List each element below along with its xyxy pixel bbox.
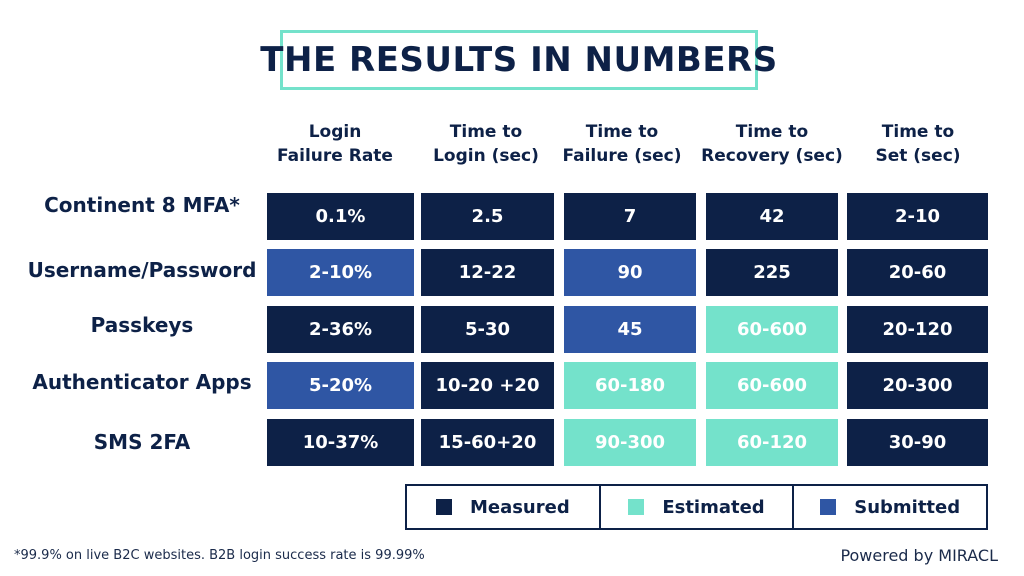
legend-swatch [820,499,837,515]
table-cell: 90 [564,249,696,296]
row-label: Authenticator Apps [32,370,252,394]
title-box: THE RESULTS IN NUMBERS [260,30,777,90]
table-cell: 60-600 [706,362,838,409]
table-cell: 2-36% [267,306,414,353]
column-header: Time to Login (sec) [433,122,539,166]
legend-item-submitted: Submitted [792,486,986,528]
table-cell: 0.1% [267,193,414,240]
table-cell: 10-37% [267,419,414,466]
legend: Measured Estimated Submitted [405,484,988,530]
legend-label: Measured [469,496,570,518]
table-cell: 5-20% [267,362,414,409]
table-cell: 2-10 [847,193,988,240]
column-header: Time to Failure (sec) [562,122,682,166]
footnote: *99.9% on live B2C websites. B2B login s… [14,548,425,563]
column-header: Time to Set (sec) [875,122,961,166]
table-cell: 20-60 [847,249,988,296]
legend-label: Submitted [854,496,961,518]
legend-item-measured: Measured [407,486,599,528]
table-cell: 30-90 [847,419,988,466]
table-cell: 20-300 [847,362,988,409]
table-cell: 225 [706,249,838,296]
legend-item-estimated: Estimated [598,486,793,528]
table-cell: 60-600 [706,306,838,353]
table-cell: 45 [564,306,696,353]
table-cell: 20-120 [847,306,988,353]
table-cell: 12-22 [421,249,554,296]
row-label: Passkeys [90,313,194,337]
table-cell: 5-30 [421,306,554,353]
table-cell: 7 [564,193,696,240]
table-cell: 60-180 [564,362,696,409]
table-cell: 10-20 +20 [421,362,554,409]
page-title: THE RESULTS IN NUMBERS [260,40,778,80]
legend-swatch [628,499,645,515]
column-header: Login Failure Rate [277,122,393,166]
powered-by: Powered by MIRACL [840,546,998,565]
table-cell: 42 [706,193,838,240]
table-cell: 2-10% [267,249,414,296]
row-label: Username/Password [27,258,257,282]
legend-label: Estimated [662,496,765,518]
column-header: Time to Recovery (sec) [701,122,843,166]
table-cell: 15-60+20 [421,419,554,466]
table-cell: 90-300 [564,419,696,466]
table-cell: 60-120 [706,419,838,466]
legend-swatch [435,499,452,515]
row-label: SMS 2FA [93,430,191,454]
row-label: Continent 8 MFA* [44,193,240,217]
table-cell: 2.5 [421,193,554,240]
